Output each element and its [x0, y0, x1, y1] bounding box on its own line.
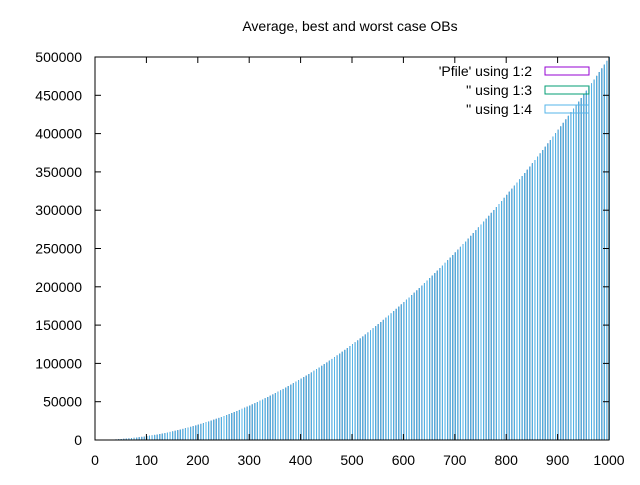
y-tick-label: 450000	[35, 87, 82, 103]
legend-swatch	[544, 104, 590, 114]
series-3	[115, 57, 610, 440]
legend-swatch	[544, 66, 590, 76]
x-tick-label: 500	[340, 452, 364, 468]
bars-group	[115, 57, 610, 440]
x-tick-label: 800	[495, 452, 519, 468]
x-tick-label: 200	[186, 452, 210, 468]
y-tick-label: 0	[74, 432, 82, 448]
y-tick-label: 50000	[43, 394, 82, 410]
legend: 'Pfile' using 1:2 '' using 1:3 '' using 1:…	[439, 63, 590, 117]
y-tick-label: 250000	[35, 241, 82, 257]
x-tick-label: 100	[135, 452, 159, 468]
legend-label: '' using 1:4	[466, 101, 532, 117]
y-tick-label: 150000	[35, 317, 82, 333]
ticks-group: 0 100 200 300 400 500 600 700 800 900 1000 0 50000 10…	[35, 49, 624, 468]
y-tick-label: 100000	[35, 355, 82, 371]
x-tick-label: 700	[443, 452, 467, 468]
x-tick-label: 1000	[593, 452, 624, 468]
y-tick-label: 350000	[35, 164, 82, 180]
x-tick-label: 900	[546, 452, 570, 468]
y-tick-label: 300000	[35, 202, 82, 218]
legend-label: '' using 1:3	[466, 82, 532, 98]
y-tick-label: 500000	[35, 49, 82, 65]
chart-title: Average, best and worst case OBs	[242, 18, 457, 34]
x-tick-label: 300	[238, 452, 262, 468]
y-tick-label: 400000	[35, 126, 82, 142]
x-tick-label: 600	[392, 452, 416, 468]
legend-label: 'Pfile' using 1:2	[439, 63, 533, 79]
x-tick-label: 0	[91, 452, 99, 468]
y-tick-label: 200000	[35, 279, 82, 295]
legend-swatch	[544, 85, 590, 95]
x-tick-label: 400	[289, 452, 313, 468]
